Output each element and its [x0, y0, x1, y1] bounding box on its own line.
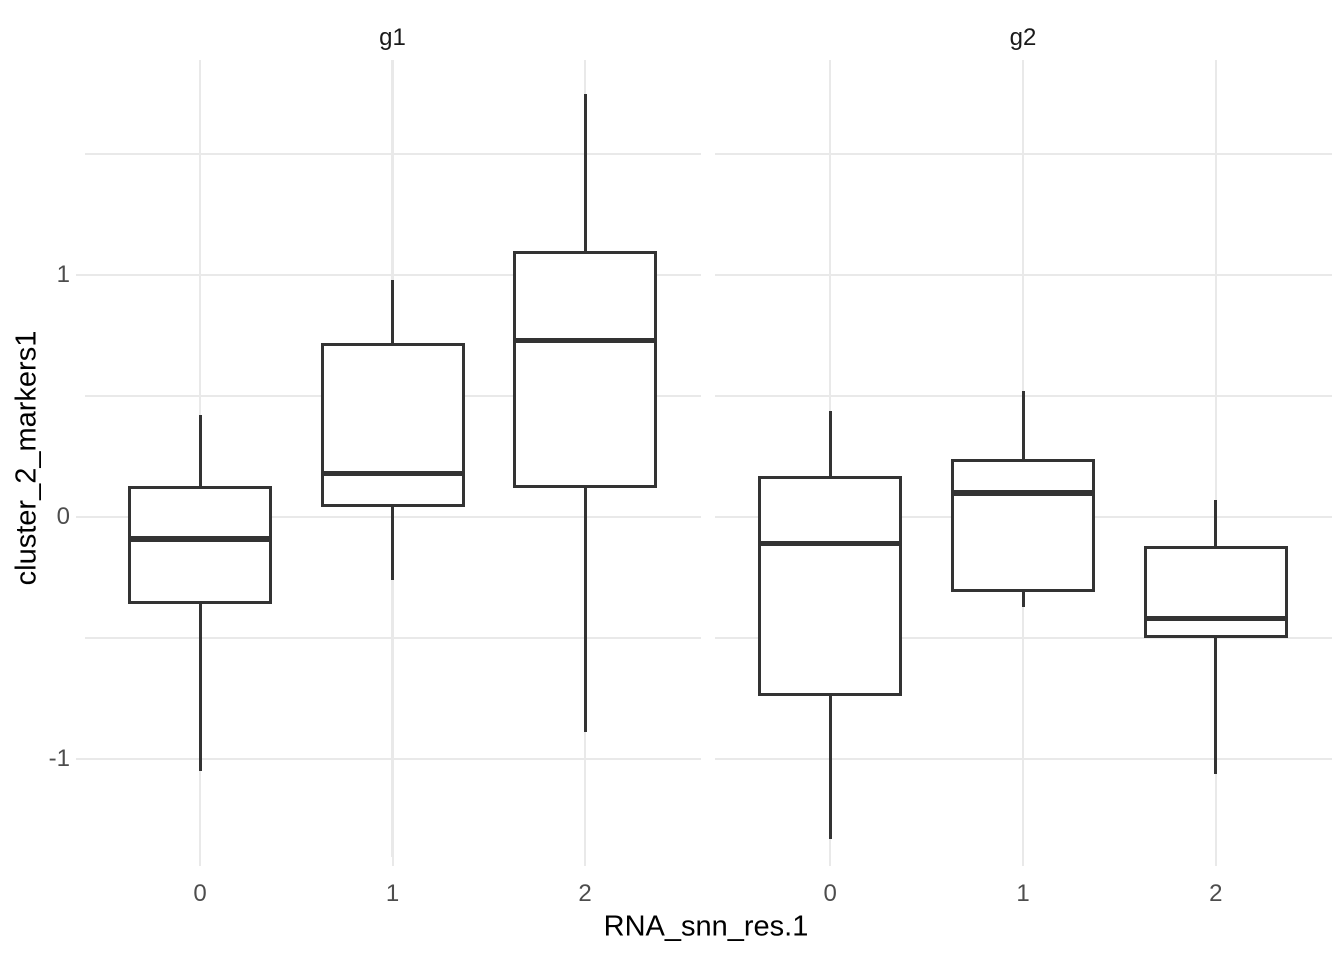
upper-whisker: [391, 279, 394, 343]
upper-whisker: [1021, 391, 1025, 459]
upper-whisker: [828, 410, 832, 476]
y-tick-label: 0: [56, 503, 70, 530]
x-tick-label: 0: [823, 880, 837, 907]
x-tick-label: 2: [1209, 880, 1223, 907]
x-tick-mark: [199, 857, 201, 866]
upper-whisker: [1214, 500, 1218, 547]
boxplot-box: [513, 250, 657, 488]
facet-panel: [714, 60, 1332, 857]
median-line: [1143, 615, 1288, 622]
boxplot-box: [1143, 546, 1288, 638]
facet-strip-label: g1: [379, 24, 406, 51]
y-tick-mark: [75, 274, 85, 276]
facet-strip-label: g2: [1009, 24, 1037, 51]
lower-whisker: [1214, 638, 1218, 774]
lower-whisker: [583, 487, 587, 733]
x-tick-mark: [584, 857, 586, 866]
x-tick-mark: [391, 857, 394, 866]
upper-whisker: [583, 93, 587, 251]
median-line: [758, 540, 903, 547]
y-tick-label: -1: [48, 745, 70, 772]
median-line: [513, 337, 657, 344]
lower-whisker: [391, 507, 394, 580]
boxplot-box: [758, 475, 903, 697]
lower-whisker: [828, 696, 832, 839]
y-tick-label: 1: [56, 261, 70, 288]
upper-whisker: [198, 415, 202, 486]
lower-whisker: [198, 604, 202, 772]
facet-panel: [84, 60, 701, 857]
x-tick-mark: [1214, 857, 1217, 866]
x-tick-label: 1: [1016, 880, 1030, 907]
y-tick-mark: [75, 758, 85, 760]
y-tick-mark: [75, 516, 85, 518]
x-tick-mark: [1022, 857, 1024, 866]
x-tick-mark: [829, 857, 832, 866]
y-axis-title: cluster_2_markers1: [10, 330, 43, 586]
x-axis-title: RNA_snn_res.1: [603, 910, 809, 943]
median-line: [128, 536, 272, 542]
category-gridline: [1214, 60, 1218, 857]
boxplot-box: [128, 485, 272, 605]
median-line: [951, 490, 1095, 496]
boxplot-box: [320, 342, 465, 508]
lower-whisker: [1021, 592, 1025, 607]
x-tick-label: 2: [578, 880, 592, 907]
median-line: [320, 470, 465, 477]
boxplot-box: [951, 458, 1095, 592]
x-tick-label: 1: [385, 880, 400, 907]
x-tick-label: 0: [193, 880, 207, 907]
